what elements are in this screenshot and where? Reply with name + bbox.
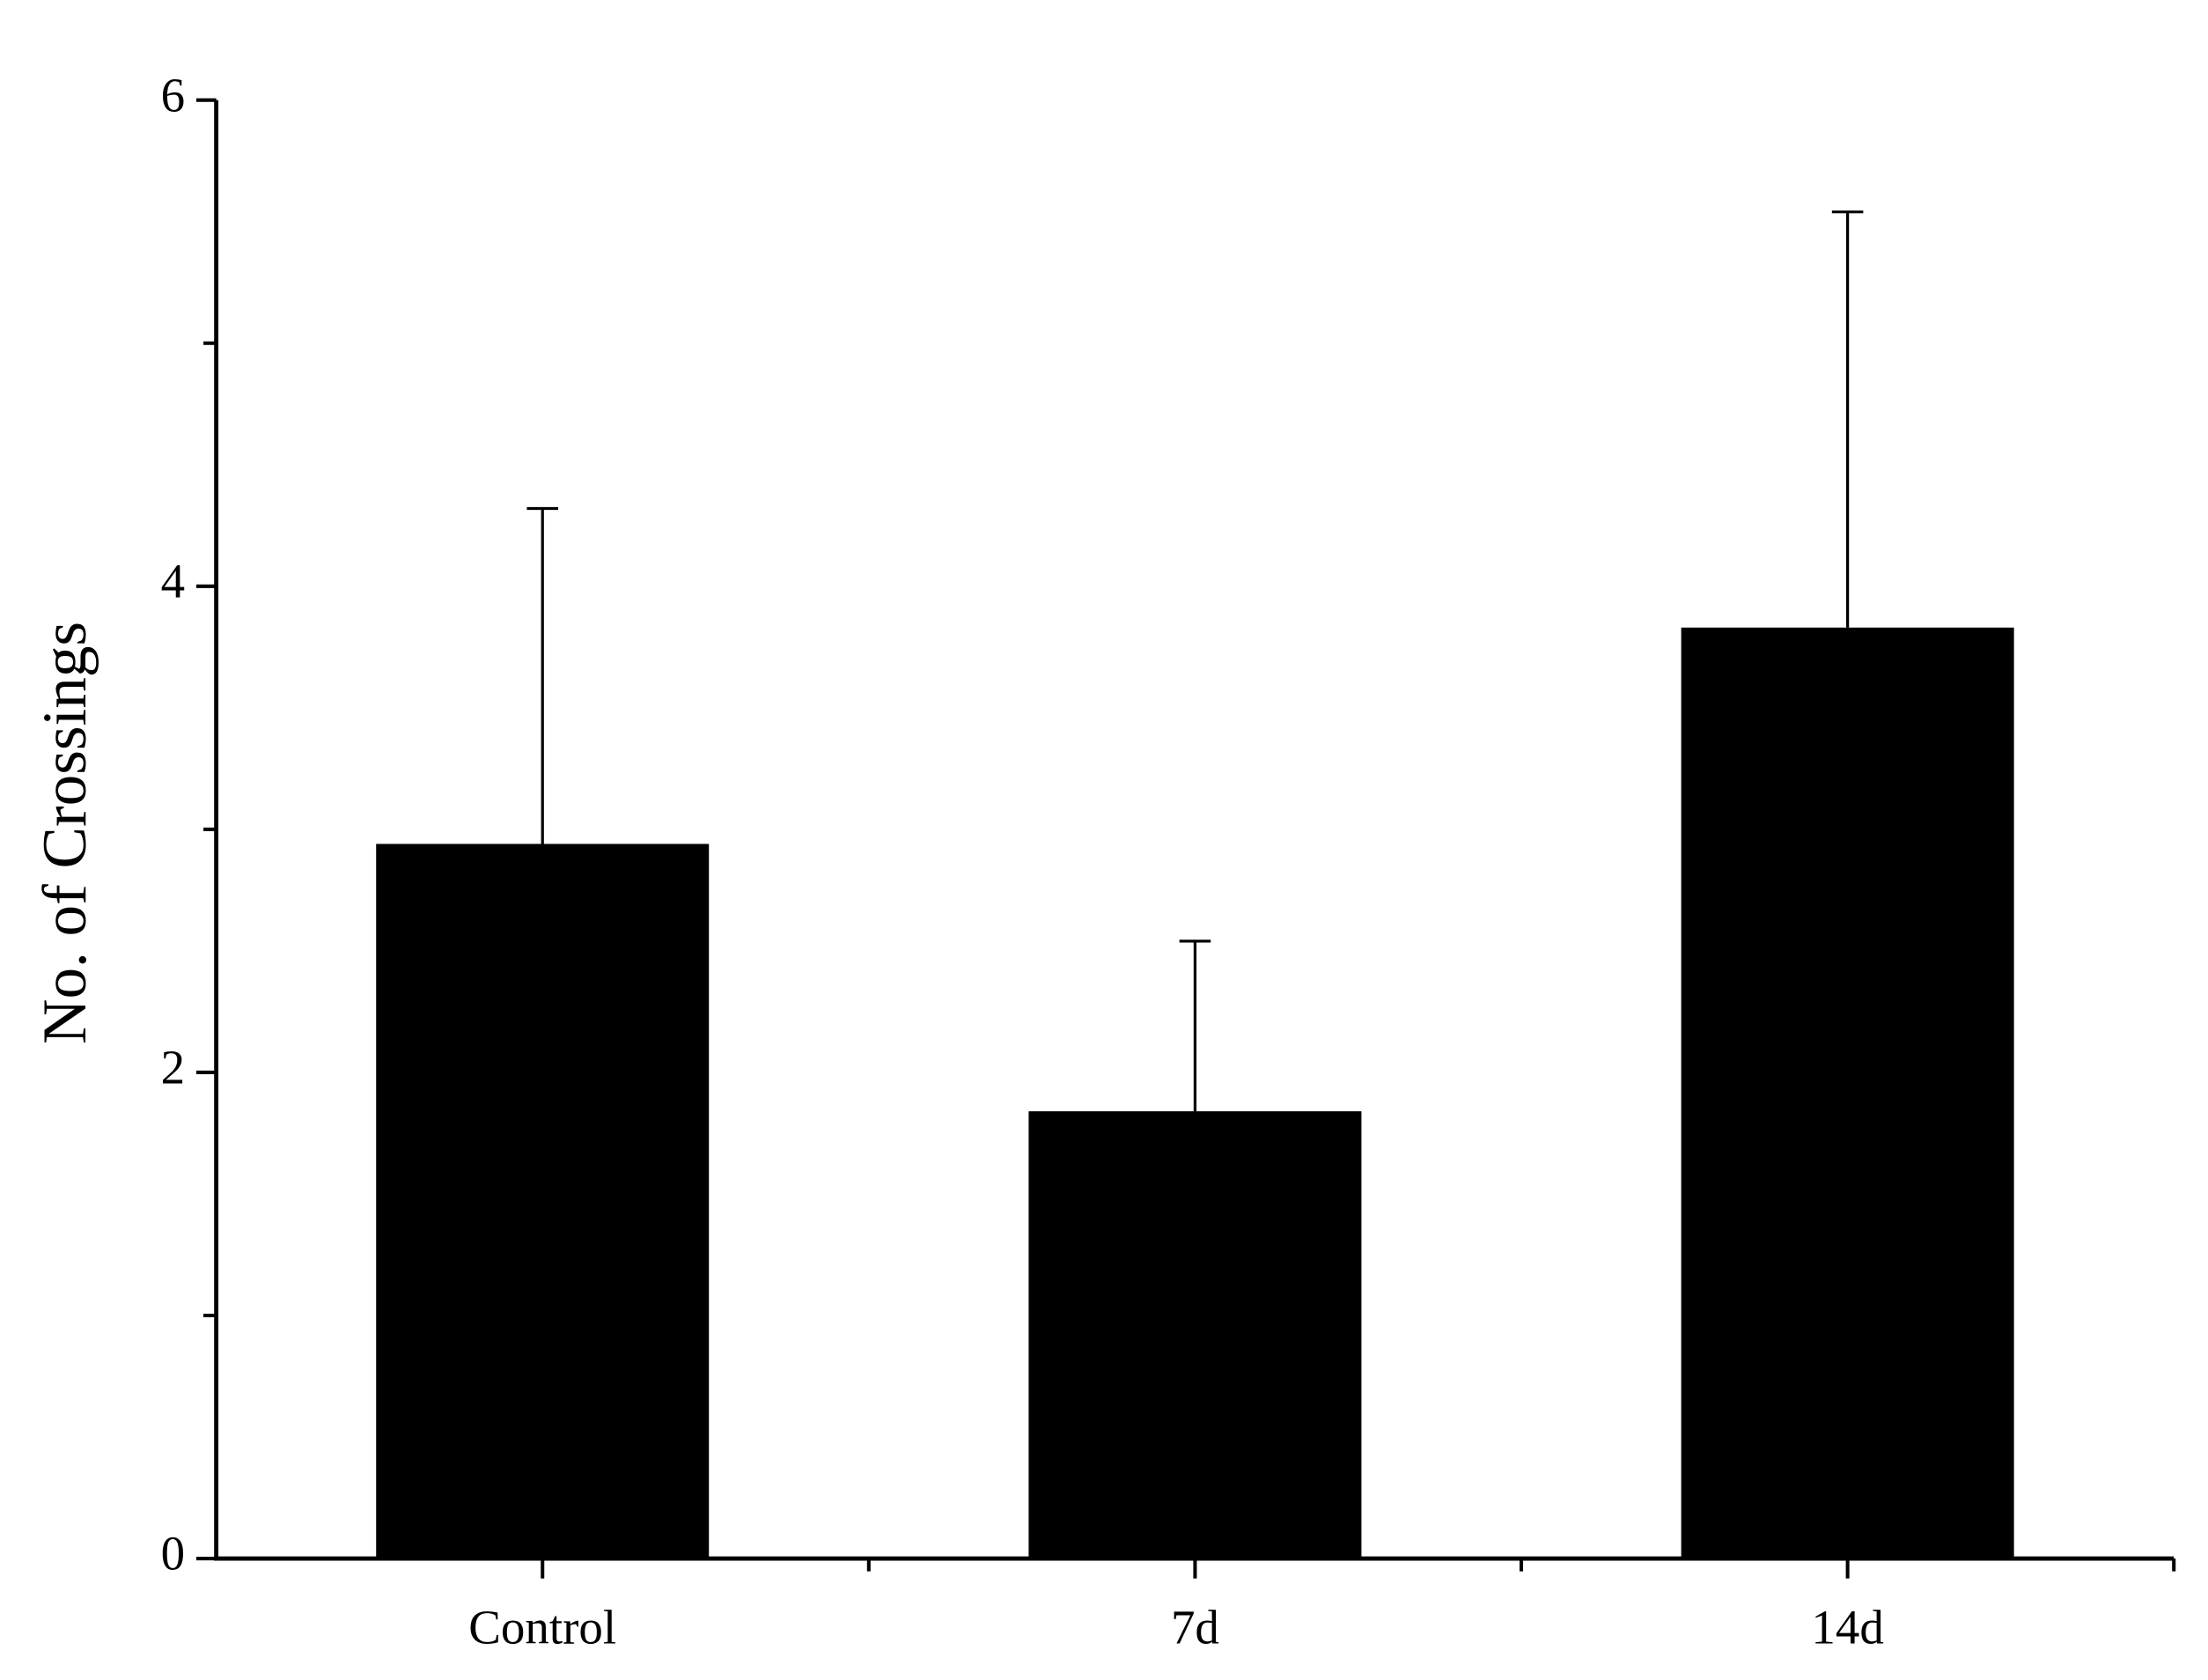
y-tick-label: 0 [161,1527,185,1581]
bar [376,844,710,1559]
x-tick-label: 7d [1171,1601,1219,1654]
y-tick-label: 4 [161,554,185,608]
y-tick-label: 2 [161,1041,185,1094]
y-tick-label: 6 [161,68,185,122]
bar [1681,627,2014,1559]
y-axis-title: No. of Crossings [31,622,99,1044]
bar [1028,1111,1362,1559]
x-tick-label: Control [468,1601,616,1654]
x-tick-label: 14d [1811,1601,1883,1654]
